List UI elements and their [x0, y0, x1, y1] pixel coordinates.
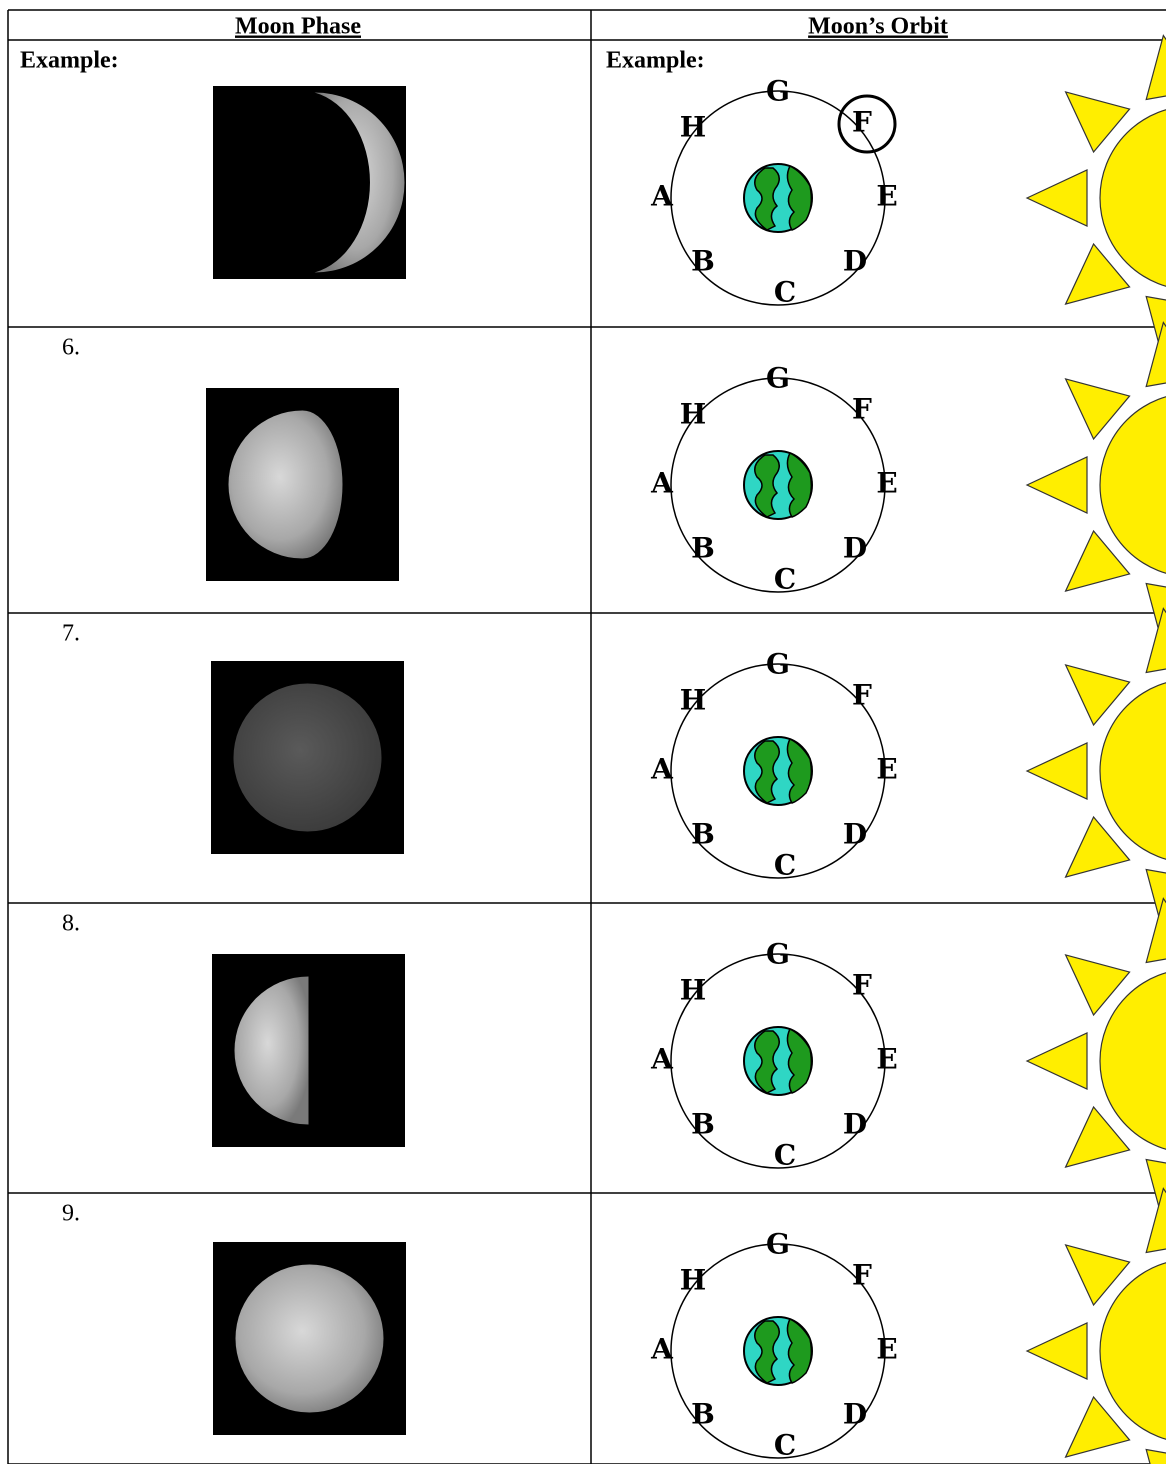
orbit-letter: B — [691, 1398, 715, 1431]
sun-ray — [1025, 742, 1088, 800]
earth-land — [754, 740, 780, 804]
sun-ray — [1064, 1395, 1131, 1458]
orbit-letter: H — [680, 1264, 706, 1297]
sun-ray — [1145, 1187, 1166, 1254]
orbit-letter: B — [691, 818, 715, 851]
sun-ray — [1064, 529, 1131, 592]
orbit — [670, 90, 886, 306]
earth-land — [786, 164, 813, 231]
moon — [234, 976, 309, 1125]
orbit-letter: D — [843, 245, 867, 278]
earth-land — [786, 451, 813, 518]
orbit-letter: A — [650, 180, 674, 213]
orbit-letter: E — [876, 1043, 897, 1076]
orbit-letter: B — [691, 1108, 715, 1141]
orbit-letter: C — [774, 1139, 796, 1172]
column-header: Moon’s Orbit — [808, 14, 948, 40]
earth-land — [754, 1030, 780, 1094]
sun — [1099, 682, 1166, 860]
earth-land — [786, 737, 813, 804]
sun — [1099, 1262, 1166, 1440]
orbit — [670, 663, 886, 879]
sun-ray — [1064, 815, 1131, 878]
earth-land — [754, 1320, 780, 1384]
answer-circle — [837, 94, 897, 154]
orbit-letter: C — [774, 849, 796, 882]
column-header: Moon Phase — [235, 14, 361, 40]
orbit-letter: F — [852, 393, 872, 426]
orbit-letter: F — [852, 106, 872, 139]
sun-ray — [1025, 169, 1088, 227]
sun-ray — [1145, 321, 1166, 388]
orbit-letter: G — [766, 938, 790, 971]
earth-land — [786, 1317, 813, 1384]
sun-ray — [1025, 456, 1088, 514]
sun-ray — [1145, 1448, 1166, 1464]
sun — [1099, 972, 1166, 1150]
moon — [235, 1264, 384, 1413]
moon — [314, 92, 405, 273]
orbit-letter: E — [876, 753, 897, 786]
row-label: 9. — [62, 1201, 80, 1227]
orbit-letter: H — [680, 684, 706, 717]
moon — [233, 683, 382, 832]
sun — [1099, 109, 1166, 287]
sun-ray — [1064, 378, 1131, 441]
orbit-letter: D — [843, 532, 867, 565]
sun-ray — [1025, 1322, 1088, 1380]
orbit-letter: B — [691, 245, 715, 278]
sun-ray — [1064, 664, 1131, 727]
sun-ray — [1064, 1244, 1131, 1307]
orbit-letter: F — [852, 679, 872, 712]
orbit-letter: F — [852, 1259, 872, 1292]
earth-land — [754, 454, 780, 518]
row-label: Example: — [606, 48, 705, 74]
orbit-letter: H — [680, 974, 706, 1007]
sun-ray — [1145, 897, 1166, 964]
earth-land — [786, 1027, 813, 1094]
orbit-letter: A — [650, 467, 674, 500]
orbit-letter: D — [843, 1108, 867, 1141]
sun-ray — [1064, 91, 1131, 154]
orbit-letter: F — [852, 969, 872, 1002]
orbit-letter: G — [766, 75, 790, 108]
orbit-letter: H — [680, 111, 706, 144]
orbit-letter: D — [843, 1398, 867, 1431]
row-label: 6. — [62, 335, 80, 361]
orbit-letter: A — [650, 753, 674, 786]
sun-ray — [1145, 607, 1166, 674]
orbit-letter: E — [876, 1333, 897, 1366]
row-label: 8. — [62, 911, 80, 937]
earth-land — [754, 167, 780, 231]
row-label: 7. — [62, 621, 80, 647]
orbit-letter: G — [766, 648, 790, 681]
orbit-letter: G — [766, 1228, 790, 1261]
orbit-letter: A — [650, 1043, 674, 1076]
orbit-letter: C — [774, 276, 796, 309]
moon — [228, 410, 343, 559]
orbit — [670, 953, 886, 1169]
sun — [1099, 396, 1166, 574]
row-label: Example: — [20, 48, 119, 74]
sun-ray — [1025, 1032, 1088, 1090]
orbit — [670, 1243, 886, 1459]
orbit-letter: C — [774, 1429, 796, 1462]
orbit — [670, 377, 886, 593]
orbit-letter: G — [766, 362, 790, 395]
sun-ray — [1064, 1105, 1131, 1168]
orbit-letter: H — [680, 398, 706, 431]
sun-ray — [1064, 242, 1131, 305]
sun-ray — [1145, 34, 1166, 101]
orbit-letter: C — [774, 563, 796, 596]
orbit-letter: E — [876, 180, 897, 213]
orbit-letter: E — [876, 467, 897, 500]
orbit-letter: A — [650, 1333, 674, 1366]
sun-ray — [1064, 954, 1131, 1017]
orbit-letter: B — [691, 532, 715, 565]
orbit-letter: D — [843, 818, 867, 851]
